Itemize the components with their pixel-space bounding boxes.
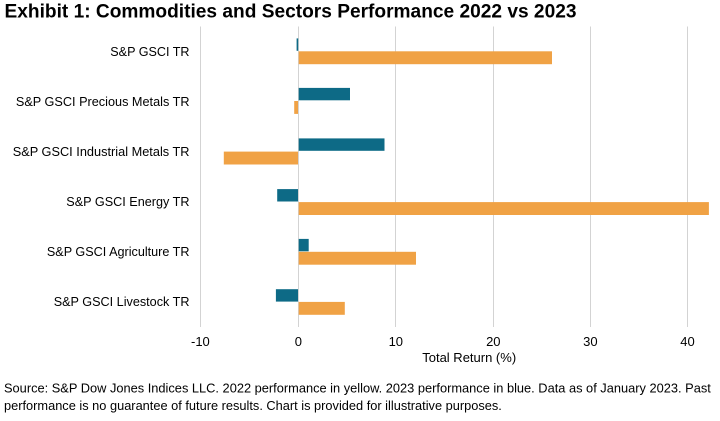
- svg-text:Exhibit 1: Commodities and Sec: Exhibit 1: Commodities and Sectors Perfo…: [5, 1, 577, 22]
- svg-text:0: 0: [295, 334, 302, 349]
- svg-text:S&P GSCI Livestock TR: S&P GSCI Livestock TR: [54, 294, 190, 309]
- svg-text:10: 10: [389, 334, 403, 349]
- svg-text:-10: -10: [191, 334, 210, 349]
- svg-text:Total Return (%): Total Return (%): [422, 350, 516, 365]
- svg-text:Source: S&P Dow Jones Indices: Source: S&P Dow Jones Indices LLC. 2022 …: [4, 381, 711, 396]
- svg-text:20: 20: [486, 334, 500, 349]
- svg-text:performance is no guarantee of: performance is no guarantee of future re…: [4, 398, 502, 413]
- svg-text:S&P GSCI TR: S&P GSCI TR: [110, 44, 189, 59]
- svg-text:S&P GSCI Agriculture TR: S&P GSCI Agriculture TR: [47, 244, 190, 259]
- svg-text:S&P GSCI Energy TR: S&P GSCI Energy TR: [66, 194, 189, 209]
- svg-text:S&P GSCI Precious Metals TR: S&P GSCI Precious Metals TR: [16, 94, 190, 109]
- svg-text:S&P GSCI Industrial Metals TR: S&P GSCI Industrial Metals TR: [13, 144, 190, 159]
- svg-text:40: 40: [680, 334, 694, 349]
- svg-text:30: 30: [583, 334, 597, 349]
